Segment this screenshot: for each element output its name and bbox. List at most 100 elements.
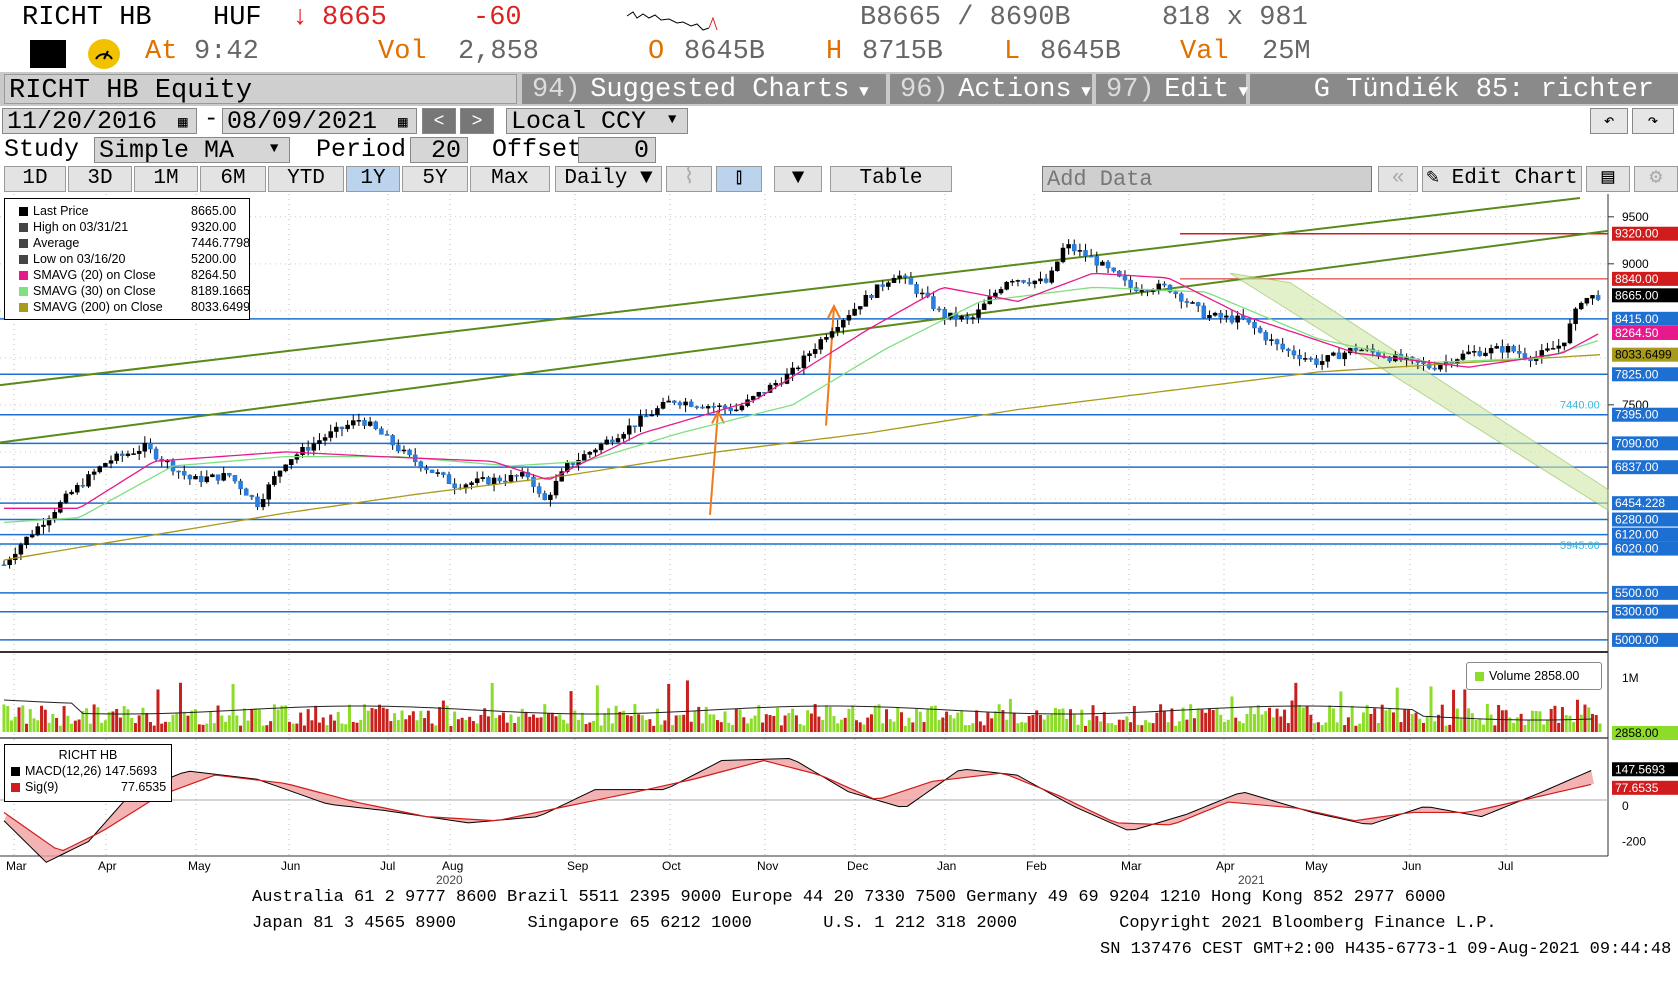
redo-icon[interactable]: ↷	[1632, 108, 1674, 134]
volume-bar	[779, 725, 783, 732]
candle-body	[604, 439, 609, 445]
chevron-down-icon[interactable]: ▼	[668, 112, 677, 128]
collapse-icon[interactable]: «	[1378, 166, 1418, 192]
volume-legend[interactable]: Volume 2858.00	[1466, 662, 1602, 690]
frequency-label: Daily	[564, 167, 628, 190]
chart-type-dropdown[interactable]: ▼	[774, 166, 822, 192]
legend-row[interactable]: Average 7446.7798	[11, 235, 250, 251]
legend-row[interactable]: SMAVG (200) on Close 8033.6499	[11, 299, 250, 315]
next-period-button[interactable]: >	[460, 108, 494, 134]
volume-bar	[1237, 721, 1241, 732]
period-input[interactable]: 20	[410, 137, 468, 164]
actions-menu[interactable]: 96) Actions ▼	[890, 74, 1092, 105]
volume-bar	[239, 725, 243, 732]
volume-bar	[25, 723, 29, 732]
period-button-3d[interactable]: 3D	[68, 166, 132, 192]
volume-bar	[573, 710, 577, 732]
volume-bar	[689, 721, 693, 732]
volume-bar	[160, 723, 164, 732]
price-label: 6120.00	[1615, 528, 1659, 542]
candle-chart-icon[interactable]: ⫾	[716, 166, 762, 192]
edit-menu[interactable]: 97) Edit ▼	[1096, 74, 1248, 105]
frequency-select[interactable]: Daily ▼	[555, 166, 662, 192]
study-select[interactable]: Simple MA	[94, 137, 290, 164]
period-button-6m[interactable]: 6M	[200, 166, 266, 192]
candle-body	[1302, 358, 1308, 360]
gauge-icon[interactable]	[88, 39, 120, 69]
candle-body	[717, 405, 722, 408]
period-button-1m[interactable]: 1M	[134, 166, 198, 192]
volume-bar	[130, 717, 134, 732]
legend-row[interactable]: SMAVG (20) on Close 8264.50	[11, 267, 243, 283]
currency-select[interactable]: Local CCY	[506, 108, 688, 135]
volume-bar	[295, 723, 299, 732]
edit-chart-button[interactable]: ✎ Edit Chart	[1422, 166, 1582, 192]
volume-bar	[167, 721, 171, 732]
calendar-icon[interactable]: ▦	[178, 114, 188, 132]
suggested-charts-menu[interactable]: 94) Suggested Charts ▼	[522, 74, 886, 105]
candle-body	[373, 421, 379, 429]
candle-body	[289, 459, 294, 466]
price-label: 8033.6499	[1615, 348, 1672, 362]
price-label: 7395.00	[1615, 408, 1659, 422]
trend-line-upper	[0, 197, 1581, 387]
candle-body	[1173, 291, 1178, 295]
start-date-field[interactable]: 11/20/2016	[2, 108, 197, 135]
period-button-max[interactable]: Max	[470, 166, 550, 192]
volume-bar	[40, 705, 44, 732]
price-chart[interactable]: 9500900075009320.008840.008665.008415.00…	[0, 194, 1678, 884]
price-label-box	[1612, 527, 1678, 542]
legend-row[interactable]: SMAVG (30) on Close 8189.1665	[11, 283, 250, 299]
x-tick-label: Apr	[98, 859, 117, 873]
chevron-down-icon[interactable]: ▼	[270, 141, 279, 157]
volume-bar	[498, 715, 502, 732]
gear-icon[interactable]: ⚙	[1634, 166, 1678, 192]
candle-body	[480, 477, 486, 479]
candle-body	[672, 400, 677, 403]
offset-input[interactable]: 0	[578, 137, 656, 164]
volume-bar	[58, 725, 62, 732]
candle-body	[773, 382, 778, 386]
volume-bar	[911, 722, 915, 732]
legend-row[interactable]: High on 03/31/21 9320.00	[11, 219, 243, 235]
legend-row[interactable]: Low on 03/16/20 5200.00	[11, 251, 243, 267]
volume-bar	[1151, 723, 1155, 732]
volume-bar	[1117, 719, 1121, 732]
calendar-icon[interactable]: ▦	[398, 114, 408, 132]
period-button-1d[interactable]: 1D	[4, 166, 66, 192]
volume-bar	[77, 719, 81, 732]
macd-legend[interactable]: RICHT HB MACD(12,26) 147.5693 Sig(9) 77.…	[4, 744, 172, 802]
security-field[interactable]: RICHT HB Equity	[4, 74, 517, 106]
news-icon[interactable]	[30, 40, 66, 68]
legend-label: SMAVG (30) on Close	[33, 284, 156, 298]
candle-body	[548, 494, 553, 500]
candle-body	[131, 453, 136, 455]
candle-body	[227, 473, 232, 476]
price-legend[interactable]: Last Price 8665.00 High on 03/31/21 9320.00…	[4, 198, 250, 320]
volume-bar	[370, 708, 374, 732]
volume-bar	[682, 714, 686, 732]
candle-body	[998, 289, 1004, 294]
line-chart-icon[interactable]: ⌇	[666, 166, 712, 192]
chart-settings-icon[interactable]: ▤	[1586, 166, 1630, 192]
table-button[interactable]: Table	[830, 166, 952, 192]
price-label: 7825.00	[1615, 367, 1659, 381]
price-panel	[0, 194, 1608, 654]
add-data-input[interactable]: Add Data	[1042, 166, 1372, 192]
end-date-field[interactable]: 08/09/2021	[222, 108, 417, 135]
low-value: 8645B	[1040, 37, 1122, 67]
price-label-box	[1612, 325, 1678, 340]
period-button-ytd[interactable]: YTD	[268, 166, 344, 192]
period-button-1y[interactable]: 1Y	[346, 166, 400, 192]
volume-bar	[212, 723, 216, 732]
candle-body	[728, 408, 733, 412]
period-button-5y[interactable]: 5Y	[402, 166, 468, 192]
x-tick-label: Oct	[662, 859, 681, 873]
undo-icon[interactable]: ↶	[1590, 108, 1628, 134]
candle-body	[29, 534, 35, 538]
candle-body	[734, 409, 739, 412]
volume-bar	[2, 704, 6, 732]
prev-period-button[interactable]: <	[422, 108, 456, 134]
legend-row[interactable]: Last Price 8665.00	[11, 203, 243, 219]
volume-bar	[1343, 725, 1347, 732]
